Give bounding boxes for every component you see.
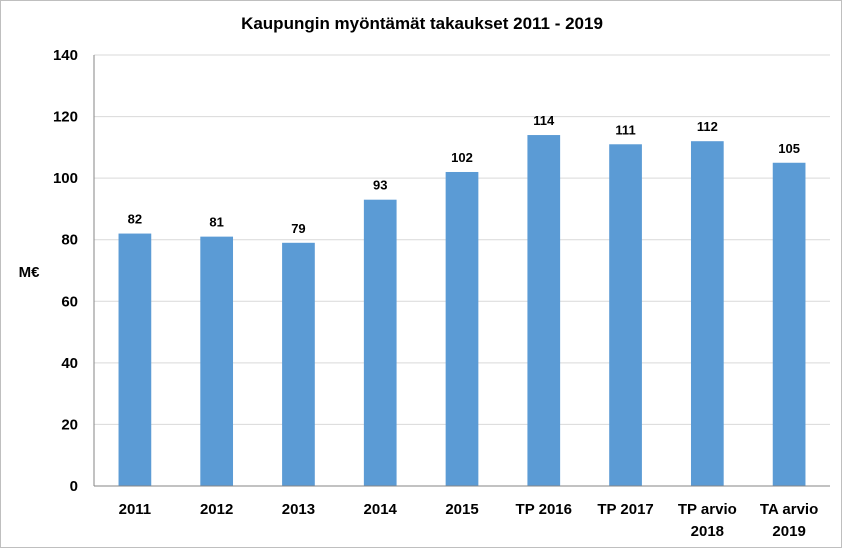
y-tick-label: 0 [70,478,78,495]
data-label: 102 [451,150,473,165]
x-tick-label: TP 2016 [516,501,572,518]
y-tick-label: 60 [61,293,78,310]
data-label: 114 [533,113,555,128]
data-labels: 82 81 79 93 102 114 111 112 105 [128,113,800,236]
y-tick-label: 100 [53,170,78,187]
x-tick-labels: 2011 2012 2013 2014 2015 TP 2016 TP 2017 TP arv… [119,501,819,540]
axes [93,55,830,487]
data-label: 79 [291,221,305,236]
chart-title: Kaupungin myöntämät takaukset 2011 - 201… [241,14,603,33]
y-tick-label: 140 [53,47,78,64]
y-tick-label: 120 [53,109,78,126]
data-label: 93 [373,178,387,193]
x-tick-label: 2014 [364,501,398,518]
data-label: 82 [128,212,142,227]
bar [363,199,397,486]
bar [282,242,315,486]
y-axis-label: M€ [19,264,40,281]
data-label: 81 [209,215,223,230]
y-tick-labels: 0 20 40 60 80 100 120 140 [53,47,78,495]
x-tick-label: 2011 [119,501,152,518]
data-label: 111 [615,122,635,137]
bar [690,141,724,486]
x-tick-label: 2013 [282,501,315,518]
bar [118,233,152,486]
x-tick-label: 2015 [445,501,478,518]
data-label: 105 [778,141,800,156]
y-tick-label: 80 [61,232,78,249]
data-label: 112 [697,119,718,134]
y-tick-label: 20 [61,416,78,433]
bar [772,162,806,486]
bar [200,236,234,486]
bar [609,144,642,486]
bar [445,171,479,486]
x-tick-label: TP 2017 [597,501,653,518]
y-tick-label: 40 [61,355,78,372]
bar [527,135,561,487]
bars [118,135,806,487]
x-tick-label: TP arvio 2018 [678,501,737,540]
x-tick-label: TA arvio 2019 [760,501,818,540]
x-tick-label: 2012 [200,501,233,518]
